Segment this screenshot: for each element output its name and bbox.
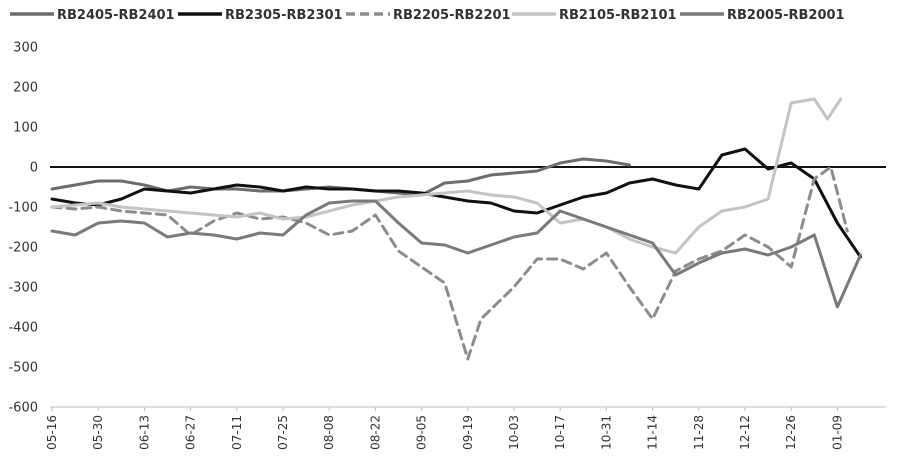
x-tick-label: 05-30 xyxy=(91,415,105,450)
x-tick-label: 06-13 xyxy=(137,415,151,450)
y-tick-label: -600 xyxy=(8,401,38,416)
x-tick-label: 09-05 xyxy=(415,415,429,450)
x-tick-label: 08-08 xyxy=(322,415,336,450)
x-axis: 05-16 05-30 06-13 06-27 07-11 07-25 08-08 08-22… xyxy=(45,406,886,450)
y-tick-label: 300 xyxy=(13,41,38,56)
x-tick-label: 05-16 xyxy=(45,415,59,450)
y-tick-label: 100 xyxy=(13,121,38,136)
y-tick-label: 0 xyxy=(30,161,38,176)
plot-area xyxy=(50,97,886,361)
legend: RB2405-RB2401 RB2305-RB2301 RB2205-RB2201 R… xyxy=(10,8,845,23)
x-tick-label: 07-25 xyxy=(276,415,290,450)
x-tick-label: 09-19 xyxy=(461,415,475,450)
y-tick-label: -400 xyxy=(8,321,38,336)
legend-label: RB2305-RB2301 xyxy=(225,8,343,23)
x-tick-label: 10-17 xyxy=(553,415,567,450)
x-tick-label: 06-27 xyxy=(184,415,198,450)
series-line-rb2305-rb2301 xyxy=(50,147,862,259)
x-tick-label: 11-14 xyxy=(646,415,660,450)
y-axis: 300 200 100 0 -100 -200 -300 -400 -500 -600 xyxy=(8,41,38,416)
x-tick-label: 07-11 xyxy=(230,415,244,450)
y-tick-label: -300 xyxy=(8,281,38,296)
x-tick-label: 10-31 xyxy=(599,415,613,450)
legend-label: RB2005-RB2001 xyxy=(727,8,845,23)
y-tick-label: -200 xyxy=(8,241,38,256)
x-tick-label: 11-28 xyxy=(692,415,706,450)
legend-label: RB2205-RB2201 xyxy=(393,8,511,23)
y-tick-label: -100 xyxy=(8,201,38,216)
x-tick-label: 01-09 xyxy=(830,415,844,450)
legend-label: RB2405-RB2401 xyxy=(57,8,175,23)
x-tick-label: 08-22 xyxy=(368,415,382,450)
x-tick-label: 12-12 xyxy=(738,415,752,450)
y-tick-label: -500 xyxy=(8,361,38,376)
series-line-rb2205-rb2201 xyxy=(50,165,849,361)
series-line-rb2105-rb2101 xyxy=(50,97,843,255)
x-tick-label: 10-03 xyxy=(507,415,521,450)
x-tick-label: 12-26 xyxy=(784,415,798,450)
legend-label: RB2105-RB2101 xyxy=(559,8,677,23)
series-line-rb2005-rb2001 xyxy=(50,199,862,309)
y-tick-label: 200 xyxy=(13,81,38,96)
